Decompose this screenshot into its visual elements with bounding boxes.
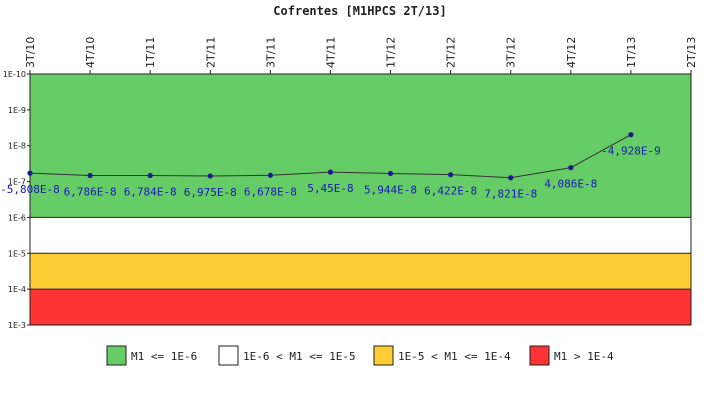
band-3: [30, 289, 691, 325]
x-tick-label: 1T/12: [385, 37, 398, 68]
data-point: [387, 170, 394, 177]
x-tick-label: 4T/10: [84, 37, 97, 68]
legend-label: M1 > 1E-4: [554, 350, 614, 363]
x-axis: 3T/10 4T/10 1T/11 2T/11 3T/11 4T/11 1T/12 2T/12…: [24, 37, 698, 74]
x-tick-label: 4T/11: [324, 37, 337, 68]
y-tick-label: 1E-3: [8, 321, 26, 330]
x-tick-label: 2T/11: [204, 37, 217, 68]
data-label: 6,975E-8: [184, 186, 237, 199]
plot-frame: [29, 73, 692, 326]
data-label: 6,678E-8: [244, 185, 297, 198]
data-label: 5,45E-8: [307, 182, 353, 195]
risk-bands: [29, 73, 692, 326]
data-label: 6,422E-8: [424, 185, 477, 198]
y-tick-label: 1E-6: [8, 213, 26, 222]
x-tick-label: 1T/13: [625, 37, 638, 68]
legend-label: 1E-6 < M1 <= 1E-5: [243, 350, 356, 363]
band-2: [30, 253, 691, 290]
data-label: 7,821E-8: [484, 188, 537, 201]
data-labels: -5,808E-8 6,786E-8 6,784E-8 6,975E-8 6,678E-…: [0, 145, 661, 201]
data-label: -4,928E-9: [601, 145, 661, 158]
data-point: [327, 169, 334, 175]
data-point: [568, 165, 574, 171]
data-point: [27, 170, 33, 176]
legend-swatch: [218, 345, 239, 366]
legend-label: 1E-5 < M1 <= 1E-4: [398, 350, 511, 363]
data-label: 6,784E-8: [124, 186, 177, 199]
y-tick-label: 1E-4: [8, 285, 26, 294]
legend-swatch: [529, 345, 550, 366]
legend-label: M1 <= 1E-6: [131, 350, 197, 363]
data-point: [448, 172, 454, 178]
data-point: [147, 172, 153, 179]
x-tick-label: 3T/12: [505, 37, 518, 68]
x-tick-label: 1T/11: [144, 37, 157, 68]
y-tick-label: 1E-7: [8, 178, 26, 187]
chart-title: Cofrentes [M1HPCS 2T/13]: [273, 4, 446, 18]
x-tick-label: 3T/10: [24, 37, 37, 68]
x-tick-label: 3T/11: [264, 37, 277, 68]
legend-swatch: [373, 345, 394, 366]
data-point: [207, 173, 213, 179]
y-tick-label: 1E-9: [8, 106, 26, 115]
x-tick-label: 2T/13: [685, 37, 698, 68]
y-tick-label: 1E-10: [3, 70, 26, 79]
y-tick-label: 1E-5: [8, 249, 26, 258]
x-tick-label: 4T/12: [565, 37, 578, 68]
data-point: [508, 175, 514, 181]
legend: M1 <= 1E-6 1E-6 < M1 <= 1E-5 1E-5 < M1 <= …: [106, 345, 614, 366]
data-point: [267, 172, 273, 178]
y-axis: 1E-10 1E-9 1E-8 1E-7 1E-6 1E-5 1E-4 1E-3: [3, 70, 30, 330]
data-point: [87, 172, 93, 179]
band-0: [30, 74, 691, 218]
series-line: [27, 132, 634, 181]
legend-swatch: [106, 345, 127, 366]
band-1: [30, 217, 691, 254]
y-tick-label: 1E-8: [8, 142, 26, 151]
data-point: [628, 132, 634, 138]
data-label: 4,086E-8: [544, 178, 597, 191]
x-tick-label: 2T/12: [445, 37, 458, 68]
data-label: -5,808E-8: [0, 183, 60, 196]
data-label: 6,786E-8: [64, 186, 117, 199]
data-label: 5,944E-8: [364, 183, 417, 196]
